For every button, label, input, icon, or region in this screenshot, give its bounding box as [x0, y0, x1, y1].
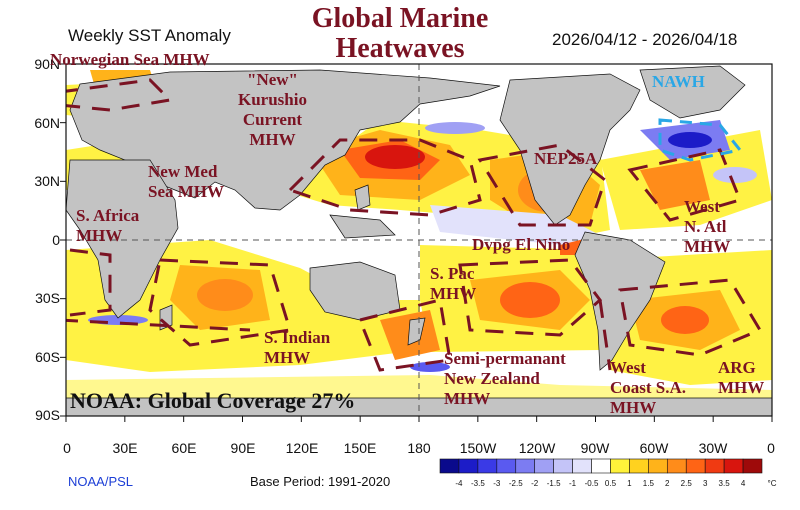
- label-new-zealand-mhw: Semi-permanant New Zealand MHW: [444, 349, 566, 408]
- nawh-outline: [658, 118, 743, 162]
- colorbar-tick-label: -1: [569, 479, 577, 488]
- lon-label: 90W: [580, 440, 610, 456]
- label-s-indian-mhw: S. Indian MHW: [264, 328, 331, 367]
- colorbar-segment: [629, 458, 649, 474]
- latitude-ticks: [60, 63, 66, 417]
- coverage-text: NOAA: Global Coverage 27%: [70, 388, 356, 413]
- label-norwegian-sea-mhw: Norwegian Sea MHW: [50, 50, 210, 69]
- colorbar-segment: [553, 458, 573, 474]
- lat-label-60s: 60S: [35, 349, 60, 365]
- lon-label: 30E: [112, 440, 138, 456]
- lon-label: 150W: [459, 440, 497, 456]
- lat-label-30n: 30N: [34, 173, 60, 189]
- label-nawh: NAWH: [652, 72, 705, 91]
- lon-label: 60E: [171, 440, 197, 456]
- colorbar-tick-label: 3: [702, 479, 708, 488]
- colorbar-segment: [648, 458, 668, 474]
- lon-label: 0: [767, 440, 775, 456]
- colorbar-segment: [439, 458, 460, 474]
- colorbar-segment: [723, 458, 744, 474]
- colorbar-segment: [685, 458, 706, 474]
- colorbar-segment: [496, 458, 517, 474]
- label-s-africa-mhw: S. Africa MHW: [76, 206, 140, 245]
- longitude-ticks: [65, 416, 773, 422]
- label-nep25a: NEP25A: [534, 149, 598, 168]
- credit-link[interactable]: NOAA/PSL: [68, 474, 134, 489]
- colorbar-segment: [591, 458, 611, 474]
- label-s-pac-mhw: S. Pac MHW: [430, 264, 477, 303]
- lon-label: 120W: [518, 440, 556, 456]
- lat-label-90s: 90S: [35, 407, 60, 423]
- base-period: Base Period: 1991-2020: [250, 474, 391, 489]
- colorbar-tick-label: -0.5: [584, 479, 599, 488]
- colorbar-tick-label: 2.5: [680, 479, 692, 488]
- colorbar-tick-label: 4: [740, 479, 746, 488]
- label-med-sea-mhw: New Med Sea MHW: [148, 162, 225, 201]
- lon-label: 60W: [639, 440, 669, 456]
- colorbar-tick-label: -1.5: [546, 479, 561, 488]
- colorbar-tick-label: 0.5: [604, 479, 617, 488]
- label-west-coast-sa-mhw: West Coast S.A. MHW: [610, 358, 687, 417]
- colorbar-tick-label: -3: [493, 479, 501, 488]
- colorbar-segment: [477, 458, 498, 474]
- lon-label: 120E: [285, 440, 319, 456]
- colorbar-segment: [742, 458, 763, 474]
- colorbar-tick-label: 1: [627, 479, 632, 488]
- lon-label: 90E: [230, 440, 256, 456]
- lon-label: 0: [63, 440, 71, 456]
- colorbar-tick-label: -2: [531, 479, 539, 488]
- lat-label-0: 0: [52, 232, 60, 248]
- colorbar-unit: °C: [767, 479, 777, 488]
- date-range: 2026/04/12 - 2026/04/18: [552, 30, 738, 49]
- map-subtitle: Weekly SST Anomaly: [68, 26, 231, 45]
- colorbar-segment: [610, 458, 630, 474]
- colorbar-tick-label: 1.5: [642, 479, 654, 488]
- colorbar-tick-label: 3.5: [718, 479, 730, 488]
- lon-label: 180: [407, 440, 431, 456]
- colorbar-tick-label: 2: [665, 479, 670, 488]
- map-title: Global Marine Heatwaves: [311, 3, 489, 64]
- label-arg-mhw: ARG MHW: [718, 358, 765, 397]
- colorbar-segment: [666, 458, 687, 474]
- lon-label: 150E: [343, 440, 377, 456]
- colorbar-tick-label: -2.5: [508, 479, 523, 488]
- colorbar: [439, 458, 763, 474]
- land-masses: [66, 65, 772, 416]
- lat-label-60n: 60N: [34, 115, 60, 131]
- colorbar-segment: [458, 458, 479, 474]
- colorbar-tick-label: -4: [455, 479, 463, 488]
- mhw-outlines: [66, 78, 763, 372]
- lat-label-30s: 30S: [35, 290, 60, 306]
- label-west-n-atl-mhw: West N. Atl MHW: [684, 197, 731, 256]
- lat-label-90n: 90N: [34, 56, 60, 72]
- colorbar-tick-label: -3.5: [470, 479, 485, 488]
- colorbar-segment: [704, 458, 725, 474]
- label-kurushio-mhw: "New" Kurushio Current MHW: [238, 70, 307, 149]
- colorbar-segment: [515, 458, 536, 474]
- label-dvpg-el-nino: Dvpg El Nino: [472, 235, 571, 254]
- colorbar-segment: [534, 458, 554, 474]
- lon-label: 30W: [698, 440, 728, 456]
- colorbar-segment: [572, 458, 592, 474]
